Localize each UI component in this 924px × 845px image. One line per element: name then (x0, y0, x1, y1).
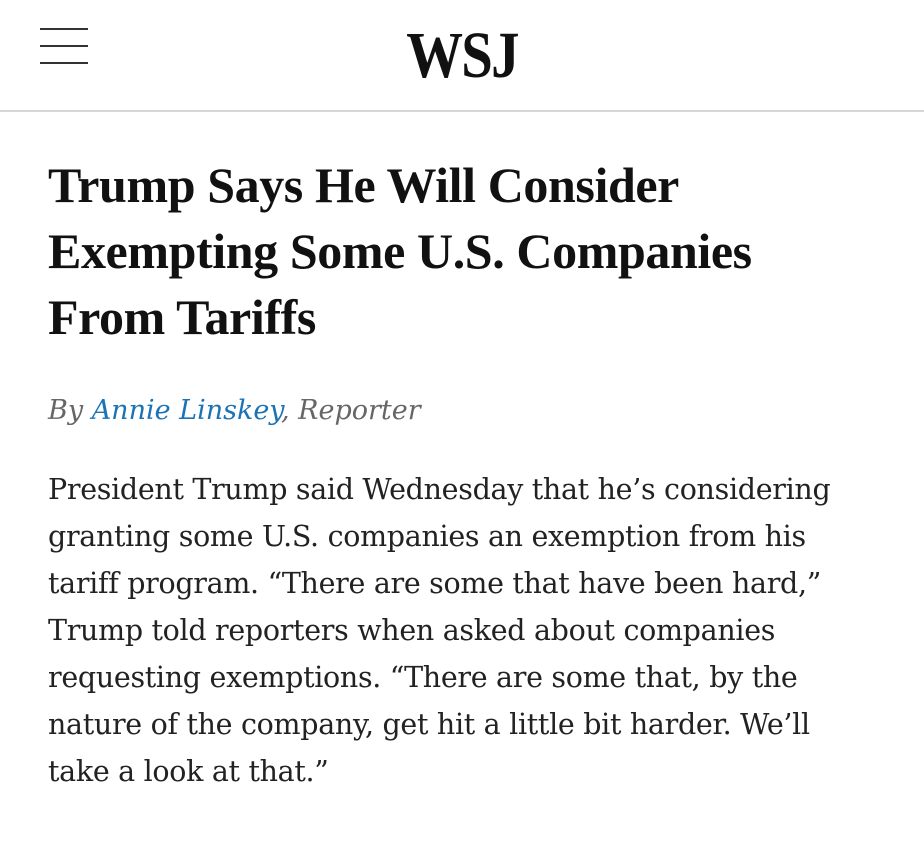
article-headline: Trump Says He Will Consider Exempting So… (48, 157, 752, 345)
menu-line (40, 62, 88, 64)
menu-line (40, 28, 88, 30)
author-link[interactable]: Annie Linskey (91, 395, 281, 426)
menu-line (40, 45, 88, 47)
byline-separator: , (280, 395, 299, 426)
top-navigation-bar: WSJ (0, 0, 924, 112)
byline: By Annie Linskey, Reporter (48, 394, 898, 428)
hamburger-menu-icon[interactable] (40, 26, 88, 66)
byline-role: Reporter (298, 395, 421, 426)
wsj-logo[interactable]: WSJ (406, 19, 519, 92)
byline-prefix: By (48, 395, 92, 426)
article: Trump Says He Will Consider Exempting So… (48, 152, 898, 795)
article-body: President Trump said Wednesday that he’s… (48, 473, 831, 788)
